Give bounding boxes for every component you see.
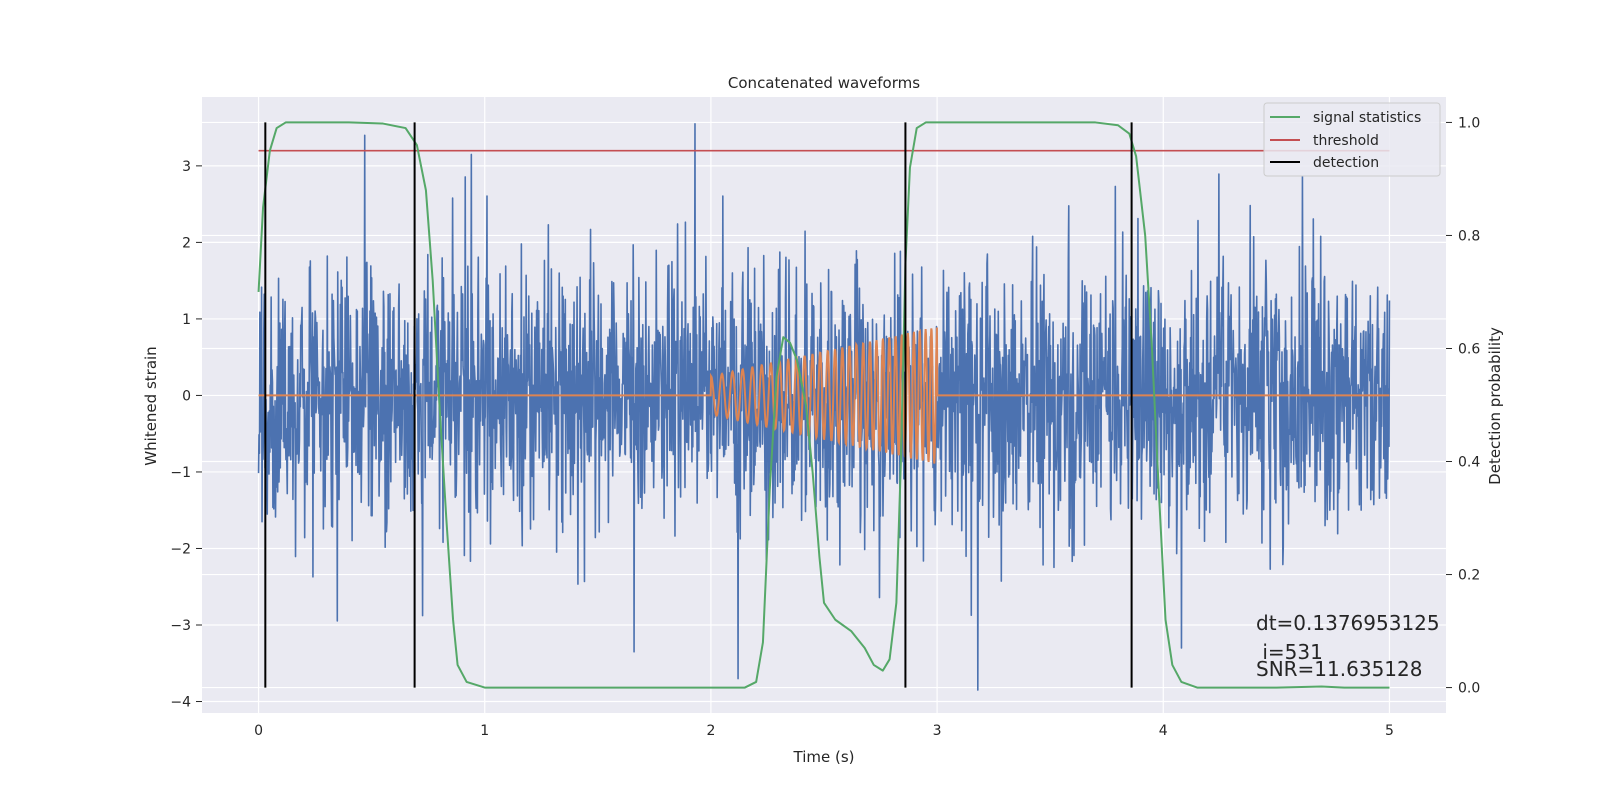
y-tick-label-left: 3: [182, 159, 191, 175]
x-tick-label: 4: [1159, 723, 1168, 739]
series-signal-statistics: [257, 121, 1390, 689]
y-tick-label-left: 0: [182, 388, 191, 404]
y-tick-label-right: 0.8: [1458, 228, 1480, 244]
series-layer: [257, 121, 1391, 691]
legend-label-threshold: threshold: [1313, 133, 1379, 149]
x-tick-label: 1: [480, 723, 489, 739]
y-axis-label-left: Whitened strain: [142, 346, 160, 465]
x-tick-label: 0: [254, 723, 263, 739]
ticks: 0 1 2 3 4 5 −4 −3 −2 −1 0 1 2 3 0.0 0.2 0.4 0.6 0.8 1.0: [170, 115, 1480, 739]
annotation-dt: dt=0.1376953125: [1256, 611, 1440, 635]
annotations: dt=0.1376953125 i=531 SNR=11.635128: [1256, 611, 1440, 681]
y-tick-label-right: 1.0: [1458, 115, 1480, 131]
y-tick-label-left: −4: [170, 695, 191, 711]
annotation-snr: SNR=11.635128: [1256, 657, 1422, 681]
y-tick-label-left: 2: [182, 235, 191, 251]
y-tick-label-right: 0.2: [1458, 568, 1480, 584]
y-tick-label-left: 1: [182, 312, 191, 328]
y-tick-label-left: −3: [170, 618, 191, 634]
x-tick-label: 3: [933, 723, 942, 739]
x-tick-label: 5: [1385, 723, 1394, 739]
y-tick-label-right: 0.0: [1458, 681, 1480, 697]
legend-label-detection: detection: [1313, 155, 1379, 171]
legend-label-signal-statistics: signal statistics: [1313, 110, 1421, 126]
chart-title: Concatenated waveforms: [728, 74, 920, 92]
series-template: [258, 327, 1390, 464]
y-axis-label-right: Detection probability: [1486, 327, 1504, 485]
y-tick-label-left: −1: [170, 465, 191, 481]
series-whitened-strain: [257, 122, 1391, 691]
legend: signal statistics threshold detection: [1263, 102, 1441, 177]
annotation-index: i=531: [1256, 640, 1323, 664]
y-tick-label-right: 0.6: [1458, 341, 1480, 357]
y-tick-label-right: 0.4: [1458, 455, 1480, 471]
legend-box: [1263, 102, 1441, 177]
y-tick-label-left: −2: [170, 541, 191, 557]
x-tick-label: 2: [706, 723, 715, 739]
x-axis-label: Time (s): [793, 748, 855, 766]
